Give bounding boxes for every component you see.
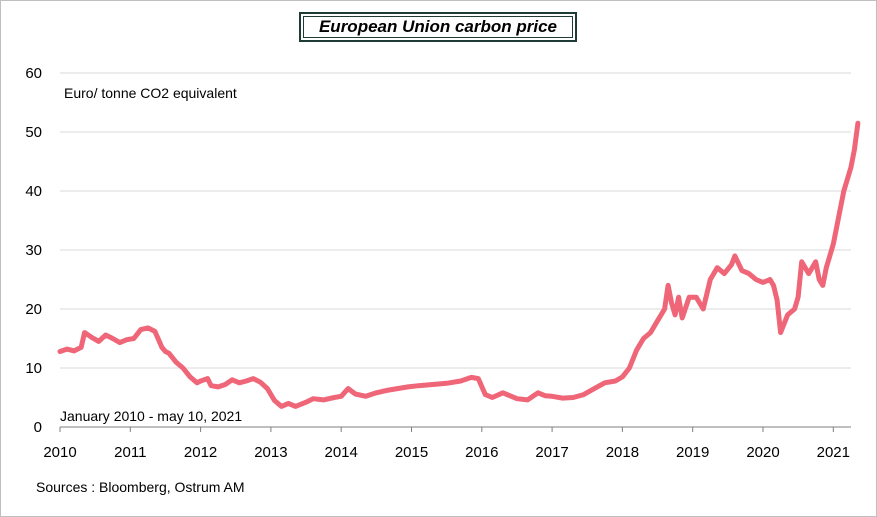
x-tick-label: 2020 <box>746 444 779 461</box>
x-tick-label: 2017 <box>535 444 568 461</box>
x-tick-label: 2015 <box>395 444 428 461</box>
y-tick-label: 10 <box>25 360 42 377</box>
x-tick-label: 2021 <box>817 444 850 461</box>
chart-title: European Union carbon price <box>299 12 577 42</box>
gridlines <box>60 72 851 369</box>
y-tick-label: 50 <box>25 124 42 141</box>
x-tick-label: 2019 <box>676 444 709 461</box>
period-note: January 2010 - may 10, 2021 <box>60 408 242 424</box>
x-tick-label: 2018 <box>606 444 639 461</box>
x-tick-label: 2011 <box>114 444 146 461</box>
carbon-price-line <box>57 120 861 409</box>
x-tick-labels: 2010 2011 2012 2013 2014 2015 2016 2017 2018 2019… <box>43 444 850 461</box>
y-tick-labels: 0 10 20 30 40 50 60 <box>25 65 42 436</box>
x-tick-label: 2012 <box>184 444 217 461</box>
y-tick-label: 40 <box>25 183 42 200</box>
x-tick-label: 2016 <box>465 444 498 461</box>
y-tick-label: 0 <box>34 419 42 436</box>
y-tick-label: 30 <box>25 242 42 259</box>
source-note: Sources : Bloomberg, Ostrum AM <box>36 479 245 495</box>
y-tick-label: 60 <box>25 65 42 82</box>
y-axis-label: Euro/ tonne CO2 equivalent <box>64 85 237 101</box>
x-tick-label: 2010 <box>43 444 76 461</box>
x-tick-label: 2014 <box>325 444 358 461</box>
y-tick-label: 20 <box>25 301 42 318</box>
x-tick-label: 2013 <box>254 444 287 461</box>
x-tick-marks <box>59 427 834 432</box>
